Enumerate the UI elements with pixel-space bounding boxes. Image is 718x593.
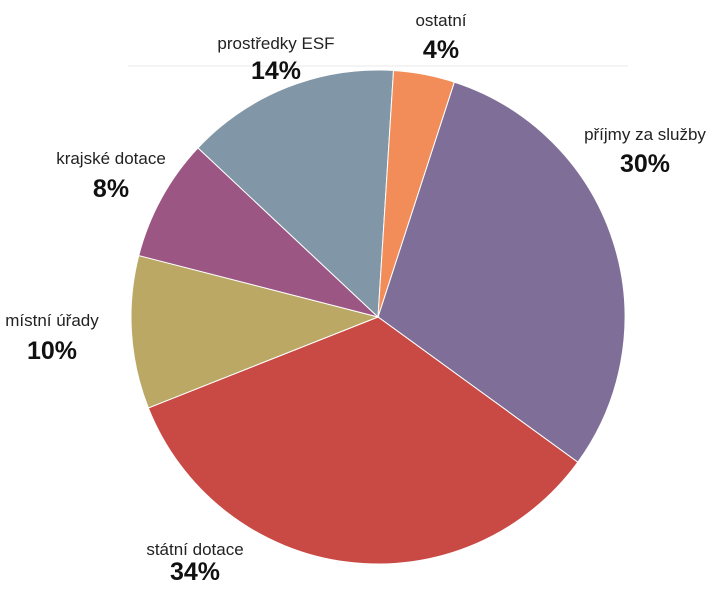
slice-label-name-4: krajské dotace [56, 149, 166, 168]
slice-label-value-2: 34% [170, 558, 220, 586]
slice-label-name-3: místní úřady [5, 311, 99, 330]
pie-slices [131, 70, 625, 564]
slice-label-value-6: 4% [423, 36, 459, 64]
slice-label-name-6: ostatní [415, 11, 466, 30]
slice-label-name-2: státní dotace [146, 540, 243, 559]
slice-label-value-1: 30% [620, 150, 670, 178]
slice-label-name-1: příjmy za služby [584, 125, 706, 144]
slice-label-value-5: 14% [251, 57, 301, 85]
slice-label-name-5: prostředky ESF [217, 34, 334, 53]
slice-label-value-3: 10% [27, 337, 77, 365]
slice-label-value-4: 8% [93, 175, 129, 203]
